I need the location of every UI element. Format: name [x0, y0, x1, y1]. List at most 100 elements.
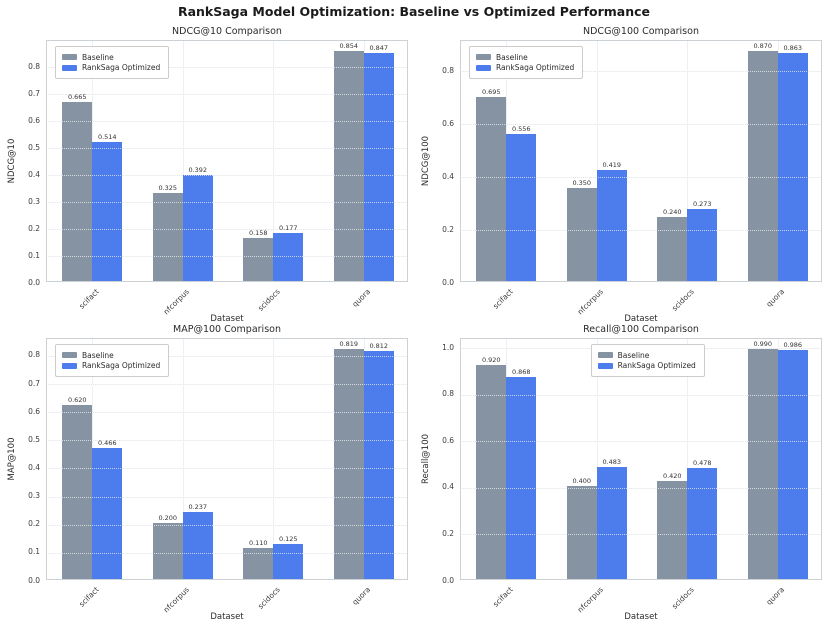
plot-area: 0.920 0.400 0.420 0.990 0.868 0.483 0.478 0.986…: [460, 338, 822, 580]
bar-optimized-quora: [363, 52, 394, 281]
bar-value-label: 0.665: [67, 92, 87, 101]
bar-value-label: 0.870: [753, 41, 773, 50]
subplot-title: NDCG@100 Comparison: [583, 26, 699, 37]
v-gridline: [596, 339, 598, 579]
h-gridline-overlay: [47, 524, 407, 526]
x-tick-label: quora: [350, 287, 373, 309]
y-tick-label: 0.0: [442, 575, 454, 585]
x-tick-label: scidocs: [255, 287, 282, 313]
bar-value-label: 0.990: [753, 339, 773, 348]
v-gridline: [182, 41, 184, 281]
bar-value-label: 0.620: [67, 395, 87, 404]
y-tick-label: 0.6: [442, 435, 454, 445]
y-tick-label: 0.7: [28, 88, 40, 98]
y-tick-label: 0.0: [28, 277, 40, 287]
bar-value-label: 0.400: [572, 476, 592, 485]
plot-area: 0.665 0.325 0.158 0.854 0.514 0.392 0.177 0.847…: [46, 40, 408, 282]
bar-baseline-scifact: [476, 97, 507, 281]
v-gridline: [687, 41, 689, 281]
y-tick-label: 0.2: [442, 224, 454, 234]
bar-optimized-nfcorpus: [182, 175, 213, 281]
y-tick-label: 0.5: [28, 434, 40, 444]
legend-swatch-optimized: [476, 64, 491, 71]
y-tick-label: 0.0: [442, 277, 454, 287]
y-tick-label: 0.4: [28, 462, 40, 472]
v-gridline: [273, 339, 275, 579]
h-gridline-overlay: [47, 496, 407, 498]
y-tick-label: 0.8: [442, 389, 454, 399]
y-tick-label: 0.2: [28, 519, 40, 529]
bar-baseline-scidocs: [657, 217, 688, 281]
h-gridline-overlay: [461, 124, 821, 126]
bar-baseline-quora: [747, 348, 778, 579]
bar-value-label: 0.158: [248, 229, 268, 238]
bar-value-label: 0.819: [339, 339, 359, 348]
bar-optimized-nfcorpus: [596, 466, 627, 579]
y-tick-label: 0.6: [28, 406, 40, 416]
y-tick-label: 0.8: [28, 350, 40, 360]
bar-value-label: 0.110: [248, 539, 268, 548]
bar-value-label: 0.854: [339, 41, 359, 50]
bar-value-label: 0.273: [692, 199, 712, 208]
x-tick-label: scifact: [490, 287, 515, 311]
bar-optimized-quora: [777, 349, 808, 579]
bar-optimized-scifact: [506, 377, 537, 579]
bar-value-label: 0.177: [278, 224, 298, 233]
h-gridline-overlay: [47, 148, 407, 150]
legend-item: Baseline: [476, 53, 574, 62]
y-tick-label: 0.6: [442, 118, 454, 128]
legend-label: RankSaga Optimized: [617, 361, 696, 370]
y-tick-label: 0.1: [28, 547, 40, 557]
x-tick-label: scifact: [76, 585, 101, 609]
h-gridline-overlay: [47, 552, 407, 554]
h-gridline-overlay: [47, 94, 407, 96]
x-tick-label: scifact: [76, 287, 101, 311]
x-axis-label: Dataset: [624, 612, 658, 622]
y-tick-label: 0.3: [28, 491, 40, 501]
bar-value-label: 0.556: [511, 124, 531, 133]
h-gridline-overlay: [461, 394, 821, 396]
bar-value-label: 0.695: [481, 88, 501, 96]
x-tick-label: quora: [764, 585, 787, 607]
bar-baseline-nfcorpus: [566, 188, 597, 281]
h-gridline-overlay: [461, 230, 821, 232]
bar-value-label: 0.200: [158, 513, 178, 522]
h-gridline-overlay: [461, 71, 821, 73]
bar-optimized-scidocs: [687, 467, 718, 579]
bar-value-label: 0.483: [602, 457, 622, 466]
bar-value-label: 0.237: [188, 503, 208, 512]
bar-optimized-scidocs: [273, 233, 304, 281]
bar-baseline-quora: [747, 50, 778, 281]
subplot-ndcg100: NDCG@100 Comparison NDCG@100 0.695 0.350 0.2…: [414, 26, 828, 324]
h-gridline-overlay: [47, 67, 407, 69]
bar-value-label: 0.350: [572, 179, 592, 188]
legend-item: Baseline: [62, 53, 160, 62]
x-tick-label: nfcorpus: [161, 287, 192, 317]
x-axis-label: Dataset: [624, 314, 658, 324]
legend-item: Baseline: [62, 351, 160, 360]
legend: Baseline RankSaga Optimized: [590, 344, 705, 377]
legend: Baseline RankSaga Optimized: [55, 344, 170, 377]
legend-item: RankSaga Optimized: [476, 63, 574, 72]
y-axis-label: MAP@100: [7, 437, 17, 481]
subplot-title: NDCG@10 Comparison: [172, 26, 282, 37]
legend: Baseline RankSaga Optimized: [55, 46, 170, 79]
bar-value-label: 0.466: [97, 438, 117, 447]
legend-label: Baseline: [617, 350, 650, 360]
v-gridline: [273, 41, 275, 281]
bar-optimized-scifact: [92, 447, 123, 579]
bar-optimized-scidocs: [273, 543, 304, 579]
h-gridline-overlay: [47, 229, 407, 231]
subplot-title: MAP@100 Comparison: [173, 324, 281, 335]
bar-baseline-quora: [333, 348, 364, 579]
bar-value-label: 0.240: [662, 208, 682, 217]
legend-swatch-baseline: [476, 54, 491, 60]
v-gridline: [687, 339, 689, 579]
bar-value-label: 0.812: [369, 341, 389, 350]
bar-baseline-scifact: [476, 364, 507, 579]
bar-optimized-scidocs: [687, 208, 718, 281]
bar-value-label: 0.847: [369, 43, 389, 52]
h-gridline-overlay: [47, 256, 407, 258]
bar-value-label: 0.920: [481, 355, 501, 364]
